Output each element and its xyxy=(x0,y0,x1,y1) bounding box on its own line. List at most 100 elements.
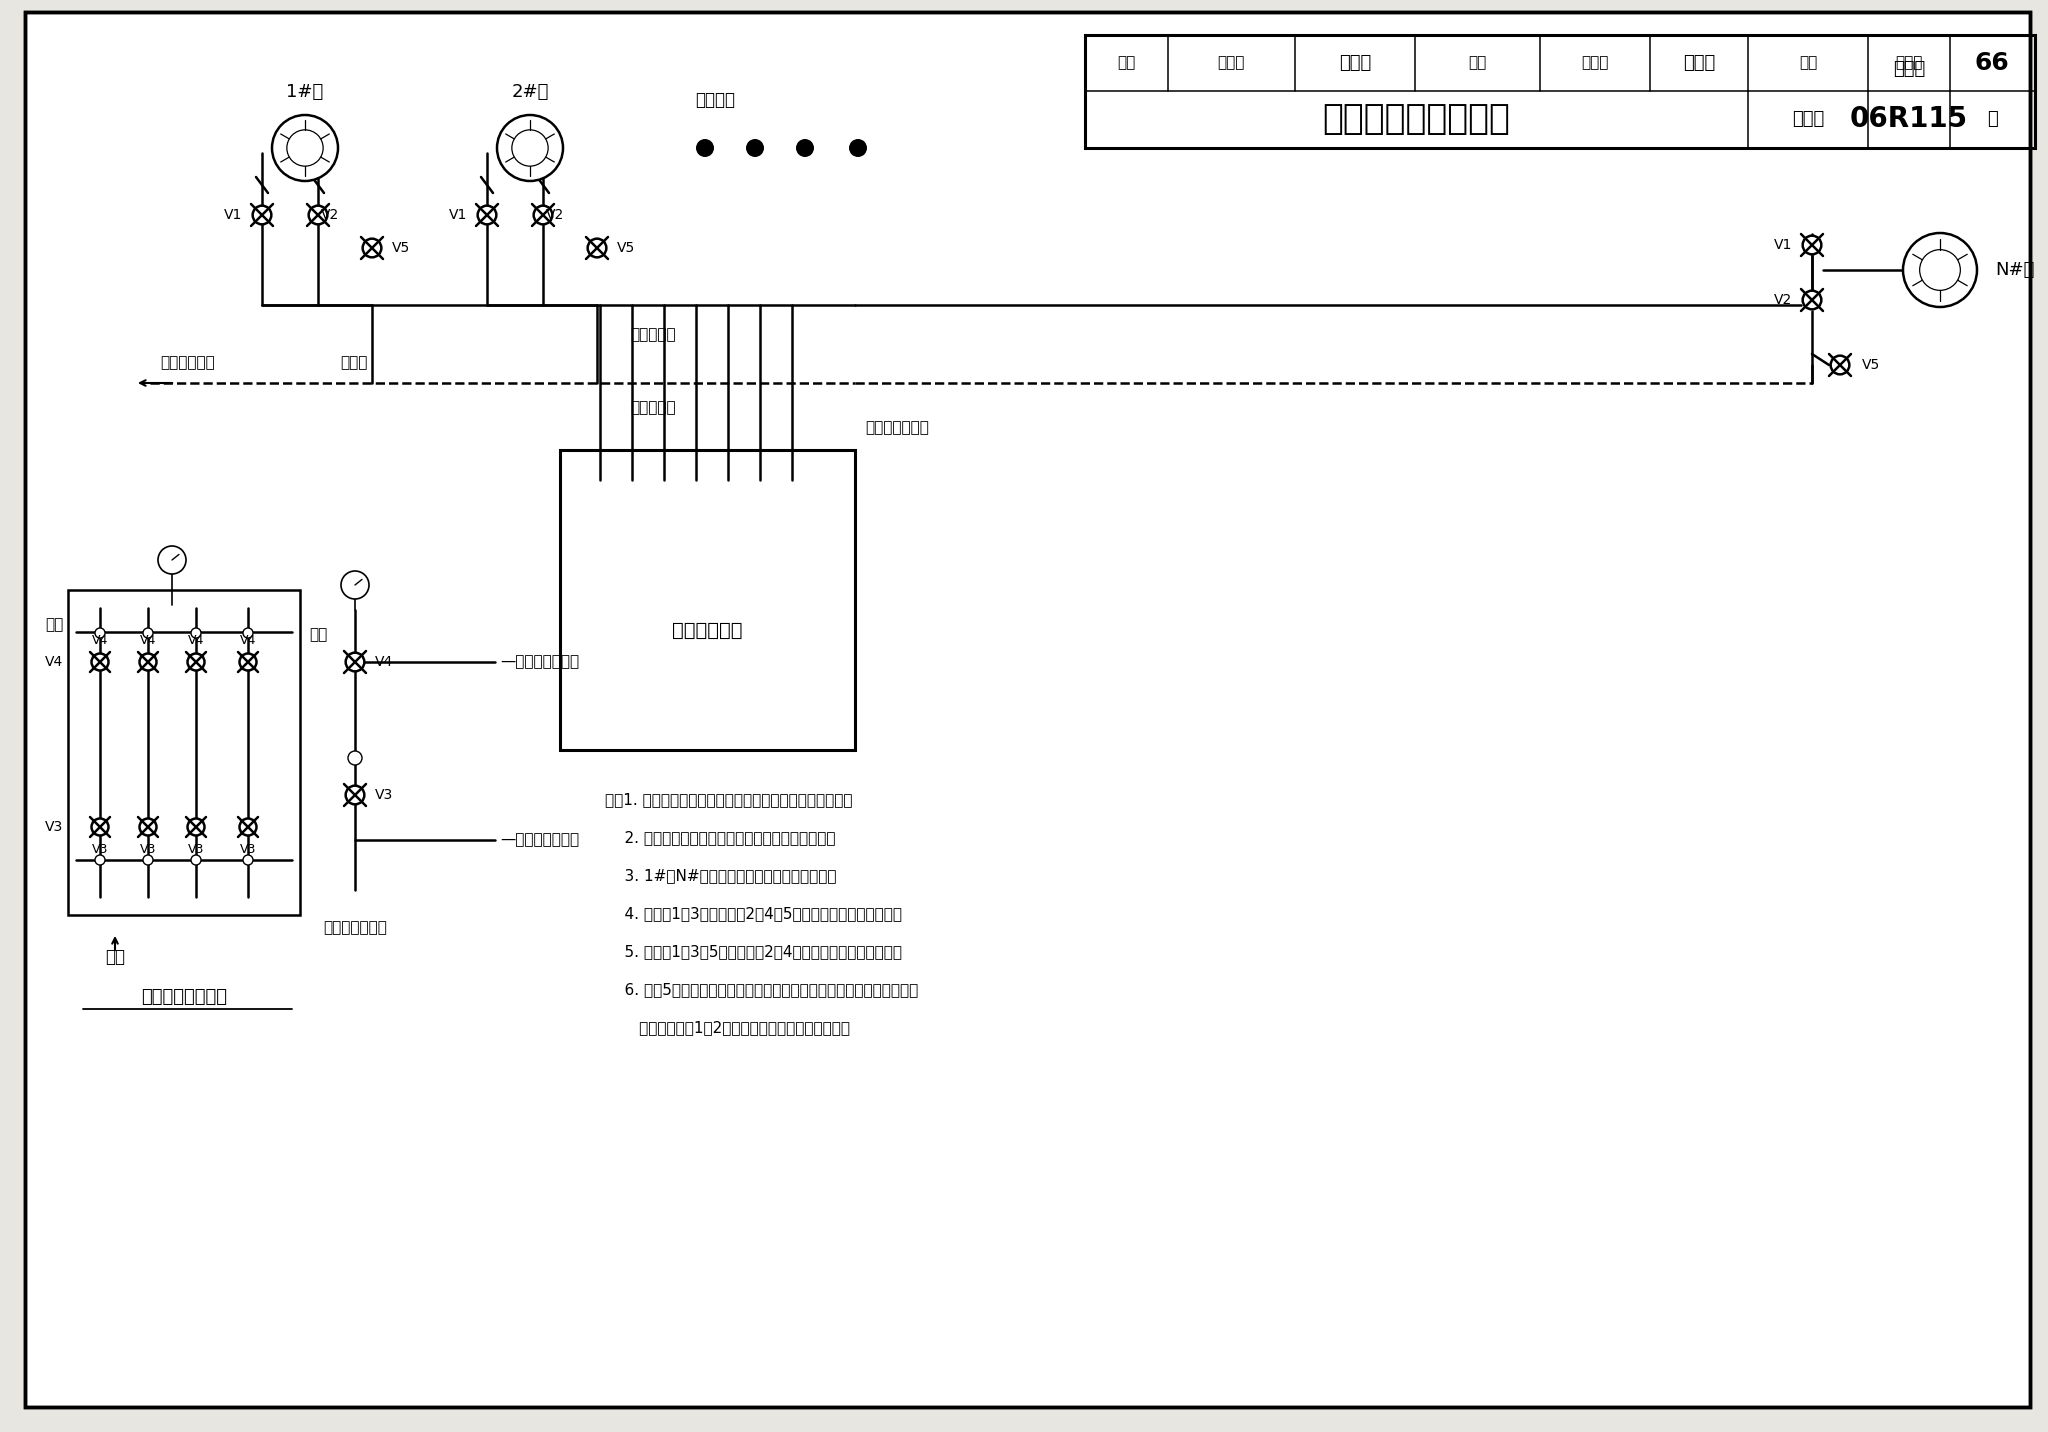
Text: 接中间各井: 接中间各井 xyxy=(631,328,676,342)
Circle shape xyxy=(287,130,324,166)
Circle shape xyxy=(272,115,338,180)
Text: 井水分配器示意图: 井水分配器示意图 xyxy=(141,988,227,1007)
Text: 注：1. 本图用于水源热泵机房内含井水分配器的井水系统。: 注：1. 本图用于水源热泵机房内含井水分配器的井水系统。 xyxy=(604,792,852,808)
Text: V2: V2 xyxy=(547,208,565,222)
Circle shape xyxy=(588,239,606,258)
Text: 06R115: 06R115 xyxy=(1849,105,1968,133)
Text: V1: V1 xyxy=(223,208,242,222)
Text: V5: V5 xyxy=(616,241,635,255)
Circle shape xyxy=(244,629,254,639)
Circle shape xyxy=(797,139,813,158)
Text: 页: 页 xyxy=(1987,110,1997,127)
Bar xyxy=(559,450,854,750)
Text: 图集号: 图集号 xyxy=(1792,110,1825,127)
Circle shape xyxy=(498,115,563,180)
Text: 6. 阀门5是水井回插阀，回插的目的是保持回灌时井壁网眼不会堵塞。: 6. 阀门5是水井回插阀，回插的目的是保持回灌时井壁网眼不会堵塞。 xyxy=(604,982,918,998)
Text: 4. 当阀门1、3开启，阀门2、4、5关闭时，该井作为回灌井。: 4. 当阀门1、3开启，阀门2、4、5关闭时，该井作为回灌井。 xyxy=(604,906,901,922)
Text: V4: V4 xyxy=(240,633,256,646)
Circle shape xyxy=(1903,233,1976,306)
Circle shape xyxy=(92,653,109,670)
Text: 黄求诚: 黄求诚 xyxy=(1894,56,1923,70)
Circle shape xyxy=(745,139,764,158)
Text: V5: V5 xyxy=(391,241,410,255)
Text: 回孳管: 回孳管 xyxy=(340,355,367,371)
Text: V3: V3 xyxy=(375,788,393,802)
Text: V5: V5 xyxy=(1862,358,1880,372)
Bar xyxy=(1085,34,2036,147)
Circle shape xyxy=(348,750,362,765)
Circle shape xyxy=(346,653,365,672)
Circle shape xyxy=(139,819,156,835)
Circle shape xyxy=(240,819,256,835)
Circle shape xyxy=(1802,291,1821,309)
Text: 回插时，阀门1和2均关闭，回插污水排至雨水井。: 回插时，阀门1和2均关闭，回插污水排至雨水井。 xyxy=(604,1021,850,1035)
Text: 赵庆珠: 赵庆珠 xyxy=(1217,56,1245,70)
Circle shape xyxy=(92,819,109,835)
Text: V4: V4 xyxy=(188,633,205,646)
Circle shape xyxy=(143,629,154,639)
Circle shape xyxy=(244,855,254,865)
Circle shape xyxy=(362,239,381,258)
Text: 接至雨水井内: 接至雨水井内 xyxy=(160,355,215,371)
Circle shape xyxy=(158,546,186,574)
Circle shape xyxy=(512,130,549,166)
Text: 66: 66 xyxy=(1974,52,2009,74)
Circle shape xyxy=(535,206,553,225)
Text: 3. 1#～N#表示水源井，且均为抽灌两用井。: 3. 1#～N#表示水源井，且均为抽灌两用井。 xyxy=(604,868,836,884)
Text: 蝶阀: 蝶阀 xyxy=(309,627,328,643)
Text: 进水: 进水 xyxy=(104,948,125,967)
Text: 黄求诚: 黄求诚 xyxy=(1892,60,1925,77)
Text: V2: V2 xyxy=(1774,294,1792,306)
Text: 蝶阀: 蝶阀 xyxy=(45,617,63,633)
Bar xyxy=(68,590,299,915)
Text: V4: V4 xyxy=(139,633,156,646)
Circle shape xyxy=(94,629,104,639)
Text: 接室外井水管线: 接室外井水管线 xyxy=(324,921,387,935)
Text: 赵晓宇: 赵晓宇 xyxy=(1581,56,1608,70)
Text: 水源热泵机房: 水源热泵机房 xyxy=(672,620,741,640)
Circle shape xyxy=(139,653,156,670)
Text: V3: V3 xyxy=(92,842,109,855)
Circle shape xyxy=(1802,236,1821,255)
Circle shape xyxy=(252,206,270,225)
Circle shape xyxy=(346,786,365,805)
Text: N#井: N#井 xyxy=(1995,261,2034,279)
Text: V3: V3 xyxy=(188,842,205,855)
Text: V4: V4 xyxy=(45,654,63,669)
Text: V3: V3 xyxy=(240,842,256,855)
Circle shape xyxy=(850,139,866,158)
Text: 2. 当井数不多或较集中时，多采用此种连接方式。: 2. 当井数不多或较集中时，多采用此种连接方式。 xyxy=(604,831,836,845)
Circle shape xyxy=(696,139,715,158)
Text: —自水源热泵机组: —自水源热泵机组 xyxy=(500,832,580,848)
Text: V4: V4 xyxy=(92,633,109,646)
Text: 设计: 设计 xyxy=(1798,56,1817,70)
Text: 中间各井: 中间各井 xyxy=(694,92,735,109)
Text: V4: V4 xyxy=(375,654,393,669)
Circle shape xyxy=(1831,355,1849,374)
Text: 赵晓宇: 赵晓宇 xyxy=(1683,54,1714,72)
Text: 2#井: 2#井 xyxy=(512,83,549,102)
Circle shape xyxy=(240,653,256,670)
Circle shape xyxy=(188,653,205,670)
Text: V3: V3 xyxy=(139,842,156,855)
Text: 接入井水分配器: 接入井水分配器 xyxy=(864,421,930,435)
Text: 井水室外管线示意图: 井水室外管线示意图 xyxy=(1323,102,1509,136)
Circle shape xyxy=(143,855,154,865)
Circle shape xyxy=(342,571,369,599)
Text: —至水源热泵机组: —至水源热泵机组 xyxy=(500,654,580,670)
Circle shape xyxy=(190,855,201,865)
Text: 校对: 校对 xyxy=(1468,56,1487,70)
Text: V1: V1 xyxy=(1774,238,1792,252)
Text: V3: V3 xyxy=(45,821,63,833)
Text: 5. 当阀门1、3、5关闭，阀门2、4开启时，该井作为抽水井。: 5. 当阀门1、3、5关闭，阀门2、4开启时，该井作为抽水井。 xyxy=(604,945,901,959)
Text: 审核: 审核 xyxy=(1116,56,1135,70)
Circle shape xyxy=(309,206,328,225)
Circle shape xyxy=(190,629,201,639)
Text: 接中间各井: 接中间各井 xyxy=(631,401,676,415)
Circle shape xyxy=(477,206,496,225)
Text: 赵庆珠: 赵庆珠 xyxy=(1339,54,1370,72)
Circle shape xyxy=(188,819,205,835)
Circle shape xyxy=(94,855,104,865)
Circle shape xyxy=(1919,249,1960,291)
Text: V2: V2 xyxy=(322,208,340,222)
